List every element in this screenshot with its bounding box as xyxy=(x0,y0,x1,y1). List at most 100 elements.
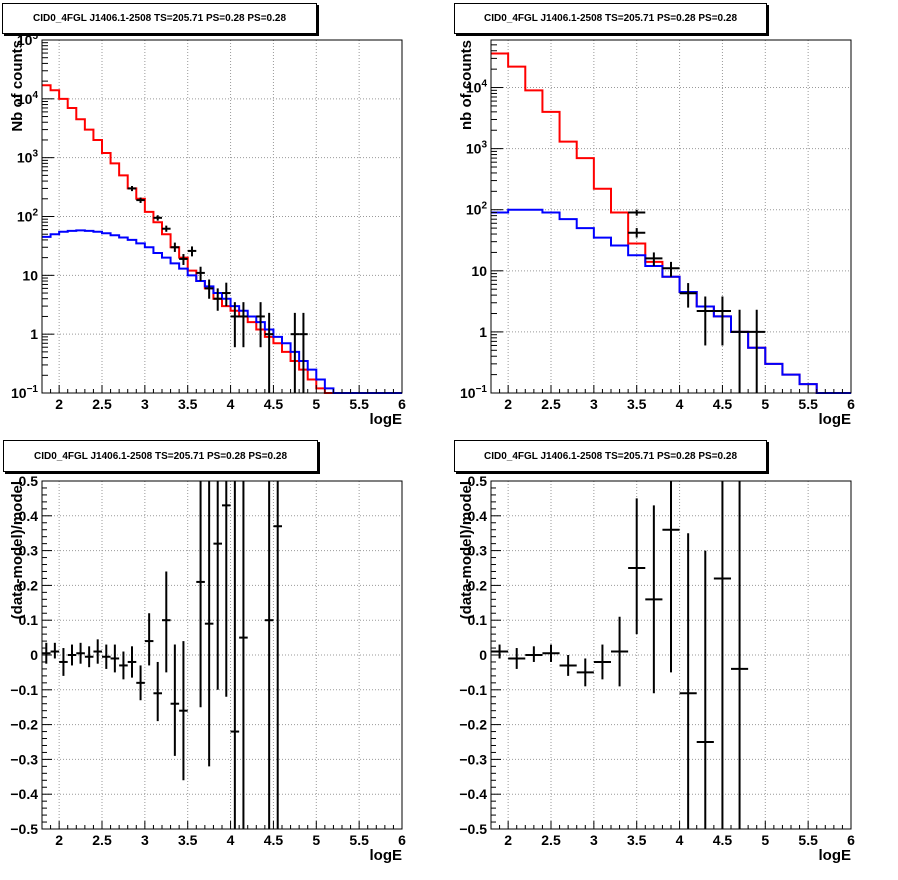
series-line-1 xyxy=(491,208,851,394)
data-point xyxy=(713,481,731,829)
y-tick-label: 1 xyxy=(30,326,38,342)
x-axis-label: logE xyxy=(819,411,852,428)
y-tick-label: 0.3 xyxy=(468,543,488,559)
pad-bottom-right: CID0_4FGL J1406.1-2508 TS=205.71 PS=0.28… xyxy=(449,437,898,875)
data-point xyxy=(628,209,646,216)
data-point xyxy=(713,296,731,346)
chart-svg: 2 2.5 3 3.5 4 4.5 5 5.5 6 −0.5 −0.4 −0.3 −0.2 −0.1 0 0.… xyxy=(458,473,855,864)
data-point xyxy=(748,309,766,393)
data-point xyxy=(204,279,214,299)
y-axis-label: (data-model)/model xyxy=(458,481,475,619)
data-point xyxy=(50,642,60,659)
x-tick-label: 3.5 xyxy=(178,832,198,848)
x-tick-label: 3 xyxy=(141,832,149,848)
data-point xyxy=(76,642,85,664)
x-tick-label: 5.5 xyxy=(349,396,369,412)
y-tick-label: −0.2 xyxy=(10,717,38,733)
x-tick-label: 6 xyxy=(847,832,855,848)
data-point xyxy=(179,641,188,781)
data-point xyxy=(299,312,308,393)
x-tick-label: 3 xyxy=(141,396,149,412)
data-point xyxy=(153,661,162,722)
x-tick-label: 4.5 xyxy=(264,832,284,848)
data-point xyxy=(102,644,111,669)
data-point xyxy=(256,302,265,348)
data-point xyxy=(264,312,274,393)
y-tick-label: 10−1 xyxy=(11,384,38,401)
y-tick-label: 0.2 xyxy=(468,577,488,593)
data-point xyxy=(127,185,137,192)
y-axis-label: Nb of counts xyxy=(9,40,26,132)
data-point xyxy=(153,215,162,221)
y-tick-label: 10−1 xyxy=(460,384,487,401)
y-tick-label: −0.4 xyxy=(459,786,487,802)
y-tick-label: 10 xyxy=(22,267,38,283)
data-point xyxy=(162,571,171,673)
y-tick-label: −0.1 xyxy=(10,682,38,698)
data-point xyxy=(136,665,145,701)
data-point xyxy=(59,648,68,676)
x-tick-label: 2 xyxy=(55,832,63,848)
data-point xyxy=(264,481,274,829)
x-tick-label: 2 xyxy=(55,396,63,412)
y-tick-label: 0.3 xyxy=(19,543,39,559)
plot-area xyxy=(491,40,851,394)
data-point xyxy=(119,651,128,680)
data-point xyxy=(179,254,188,265)
data-point xyxy=(162,225,171,232)
x-tick-label: 2.5 xyxy=(92,396,112,412)
data-point xyxy=(696,296,714,346)
data-point xyxy=(679,533,697,829)
data-point xyxy=(213,481,222,690)
data-point xyxy=(628,498,646,635)
x-tick-label: 2 xyxy=(504,396,512,412)
x-tick-label: 4 xyxy=(676,832,684,848)
x-tick-label: 3 xyxy=(590,396,598,412)
x-tick-label: 5 xyxy=(312,832,320,848)
data-point xyxy=(67,644,77,666)
x-axis-label: logE xyxy=(370,847,403,864)
chart-title: CID0_4FGL J1406.1-2508 TS=205.71 PS=0.28… xyxy=(454,440,767,472)
data-point xyxy=(662,481,680,673)
data-point xyxy=(187,246,197,257)
y-tick-label: 105 xyxy=(17,31,39,48)
chart-svg: 2 2.5 3 3.5 4 4.5 5 5.5 6 10−1 1 10 102 103 104 105 logE… xyxy=(9,31,406,428)
data-point xyxy=(525,646,543,662)
data-point xyxy=(42,642,51,664)
plot-area xyxy=(491,481,851,829)
y-tick-label: 102 xyxy=(466,201,488,218)
y-tick-label: 0 xyxy=(30,647,38,663)
x-tick-label: 4.5 xyxy=(264,396,284,412)
x-tick-label: 3.5 xyxy=(178,396,198,412)
y-tick-label: −0.1 xyxy=(459,682,487,698)
y-tick-label: 0.1 xyxy=(468,612,488,628)
data-point xyxy=(611,616,629,687)
data-point xyxy=(196,481,205,708)
y-tick-label: 104 xyxy=(17,90,39,107)
x-tick-label: 6 xyxy=(398,832,406,848)
x-tick-label: 6 xyxy=(847,396,855,412)
y-axis-label: nb of counts xyxy=(458,40,475,130)
y-tick-label: 0.4 xyxy=(468,508,488,524)
pad-top-left: CID0_4FGL J1406.1-2508 TS=205.71 PS=0.28… xyxy=(0,0,449,437)
x-axis-label: logE xyxy=(370,411,403,428)
y-tick-label: 0.4 xyxy=(19,508,39,524)
data-point xyxy=(84,646,94,668)
series-line-0 xyxy=(491,52,851,394)
x-tick-label: 5.5 xyxy=(798,396,818,412)
data-point xyxy=(508,648,526,669)
plot-area xyxy=(42,40,402,394)
data-point xyxy=(290,312,300,393)
y-tick-label: −0.5 xyxy=(459,821,487,837)
y-tick-label: −0.2 xyxy=(459,717,487,733)
data-point xyxy=(239,302,248,348)
x-tick-label: 4.5 xyxy=(713,832,733,848)
data-point xyxy=(593,644,611,680)
x-tick-label: 4.5 xyxy=(713,396,733,412)
x-tick-label: 5 xyxy=(312,396,320,412)
x-tick-label: 3.5 xyxy=(627,396,647,412)
y-tick-label: 0.1 xyxy=(19,612,39,628)
data-point xyxy=(170,242,180,252)
data-point xyxy=(731,481,749,829)
series-line-1 xyxy=(42,229,402,394)
